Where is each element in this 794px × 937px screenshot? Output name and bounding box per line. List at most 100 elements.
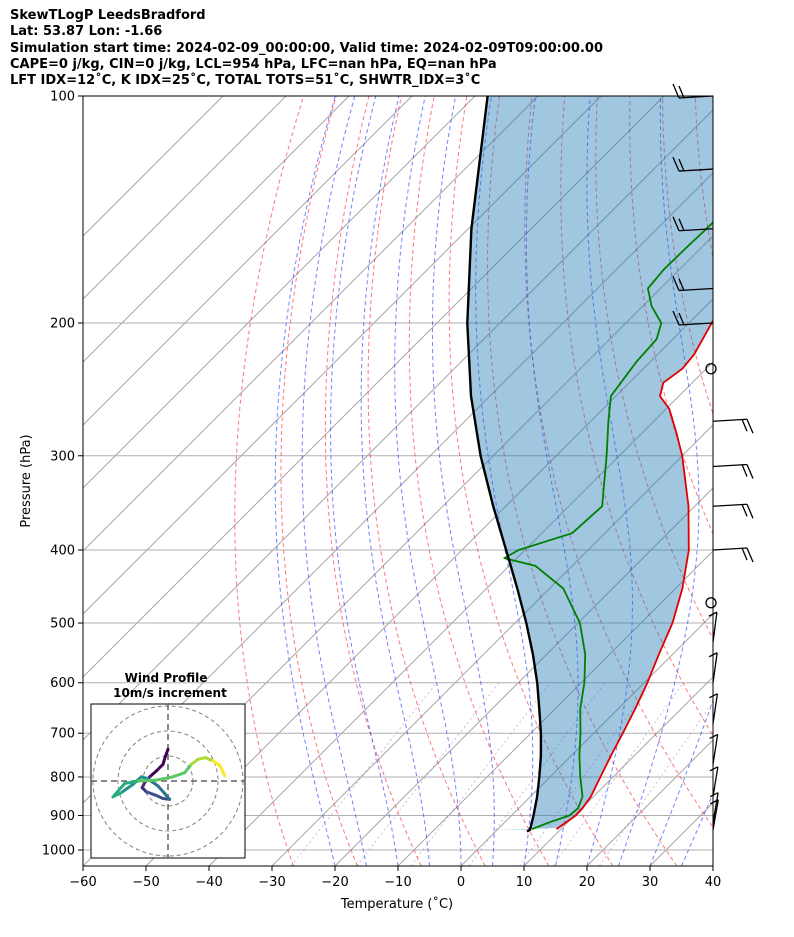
mixing-ratio-line [598, 701, 713, 866]
dry-adiabats [234, 96, 794, 866]
isotherm-gridline [712, 865, 713, 866]
wind-barb [712, 503, 754, 519]
mixing-ratio-lines [290, 682, 713, 866]
cape-cin-shading [467, 96, 713, 830]
hodograph-segment [111, 782, 127, 799]
dry-adiabat [448, 96, 614, 866]
isotherm-gridline [334, 487, 713, 866]
temperature-line [555, 319, 713, 830]
moist-adiabat [475, 96, 534, 866]
grid-layer [83, 96, 713, 866]
cin-shading [467, 96, 713, 830]
hodograph-inset: Wind Profile 10m/s increment [90, 671, 246, 859]
x-tick-label: −20 [321, 875, 348, 890]
isotherm-gridline [145, 298, 713, 866]
moist-adiabat [712, 864, 713, 866]
x-tick-label: −10 [384, 875, 411, 890]
hodograph-segment [154, 775, 175, 782]
moist-adiabat [649, 698, 713, 866]
wind-barb [672, 83, 714, 99]
isotherm-gridline [83, 96, 413, 426]
wind-barbs [672, 83, 754, 830]
hodograph-segment [154, 762, 165, 773]
dry-adiabat [367, 96, 486, 866]
moist-adiabat [586, 96, 633, 866]
x-tick-label: −60 [69, 875, 96, 890]
hodograph-subtitle: 10m/s increment [113, 686, 227, 700]
isotherm-gridline [460, 613, 713, 866]
y-tick-label: 700 [50, 727, 75, 742]
mixing-ratio-line [356, 682, 500, 866]
y-tick-label: 100 [50, 90, 75, 105]
y-tick-label: 600 [50, 676, 75, 691]
moist-adiabat [745, 96, 794, 866]
dry-adiabat [408, 96, 550, 866]
dry-adiabat [728, 96, 794, 866]
wind-barb [672, 216, 714, 232]
mixing-ratio-line [468, 682, 606, 866]
wind-barb [709, 693, 719, 724]
y-tick-label: 800 [50, 770, 75, 785]
isotherm-gridline [271, 424, 713, 866]
isotherm-gridline [83, 96, 665, 678]
chart-title: SkewTLogP LeedsBradford [10, 8, 206, 23]
x-tick-label: 0 [457, 875, 465, 890]
dry-adiabat [524, 96, 713, 829]
y-tick-label: 900 [50, 809, 75, 824]
moist-adiabat [360, 96, 430, 866]
moist-adiabat [394, 96, 462, 866]
y-tick-label: 1000 [42, 844, 75, 859]
isotherm-gridline [397, 550, 713, 866]
wind-barb [709, 733, 719, 765]
x-axis-label: Temperature (˚C) [340, 896, 453, 912]
hodograph-segment [123, 779, 141, 785]
wind-barb [709, 792, 719, 823]
hodograph-segment [156, 784, 167, 795]
wind-barb [705, 363, 717, 375]
y-tick-label: 400 [50, 543, 75, 558]
hodograph-segment [171, 771, 187, 779]
hodograph-segment [119, 782, 135, 795]
dry-adiabat [760, 96, 794, 866]
hodograph-segment [137, 778, 157, 783]
isotherm-gridline [83, 96, 476, 489]
moist-adiabat [525, 96, 579, 866]
moist-adiabat [618, 96, 700, 866]
dry-adiabat [280, 96, 358, 866]
isotherm-gridline [83, 96, 287, 300]
mixing-ratio-line [410, 682, 551, 866]
isotherm-gridline [83, 96, 539, 552]
dry-adiabat [324, 96, 422, 866]
wind-barb [709, 766, 719, 797]
dry-adiabat [487, 96, 678, 866]
isotherm-gridline [208, 361, 713, 866]
hodograph-ring [117, 730, 219, 832]
moist-adiabats [274, 96, 794, 866]
hodograph-segment [221, 770, 227, 778]
wind-barb [708, 652, 718, 683]
moist-adiabat [274, 96, 336, 866]
x-tick-label: −30 [258, 875, 285, 890]
wind-barb [712, 547, 754, 563]
hodograph-plot [91, 704, 245, 858]
parcel-line [466, 96, 543, 833]
mixing-ratio-line [552, 682, 684, 866]
y-tick-label: 300 [50, 449, 75, 464]
x-tick-label: 10 [516, 875, 533, 890]
wind-barb [710, 799, 719, 830]
wind-barb [705, 597, 717, 609]
isotherm-gridline [83, 109, 713, 741]
axes: −60 −50 −40 −30 −20 −10 0 10 20 30 40 1000 900 800 700… [42, 90, 721, 891]
x-tick-label: 40 [705, 875, 722, 890]
moist-adiabat [681, 792, 713, 866]
index-info: LFT IDX=12˚C, K IDX=25˚C, TOTAL TOTS=51˚… [10, 73, 481, 89]
wind-barb [672, 276, 714, 292]
moist-adiabat [431, 96, 495, 866]
wind-barb [672, 310, 714, 326]
stability-info: CAPE=0 j/kg, CIN=0 j/kg, LCL=954 hPa, LF… [10, 56, 497, 72]
x-tick-label: 30 [642, 875, 659, 890]
dewpoint-line [503, 221, 713, 830]
profile-lines [466, 96, 713, 833]
moist-adiabat [301, 96, 367, 866]
time-info: Simulation start time: 2024-02-09_00:00:… [10, 40, 603, 56]
